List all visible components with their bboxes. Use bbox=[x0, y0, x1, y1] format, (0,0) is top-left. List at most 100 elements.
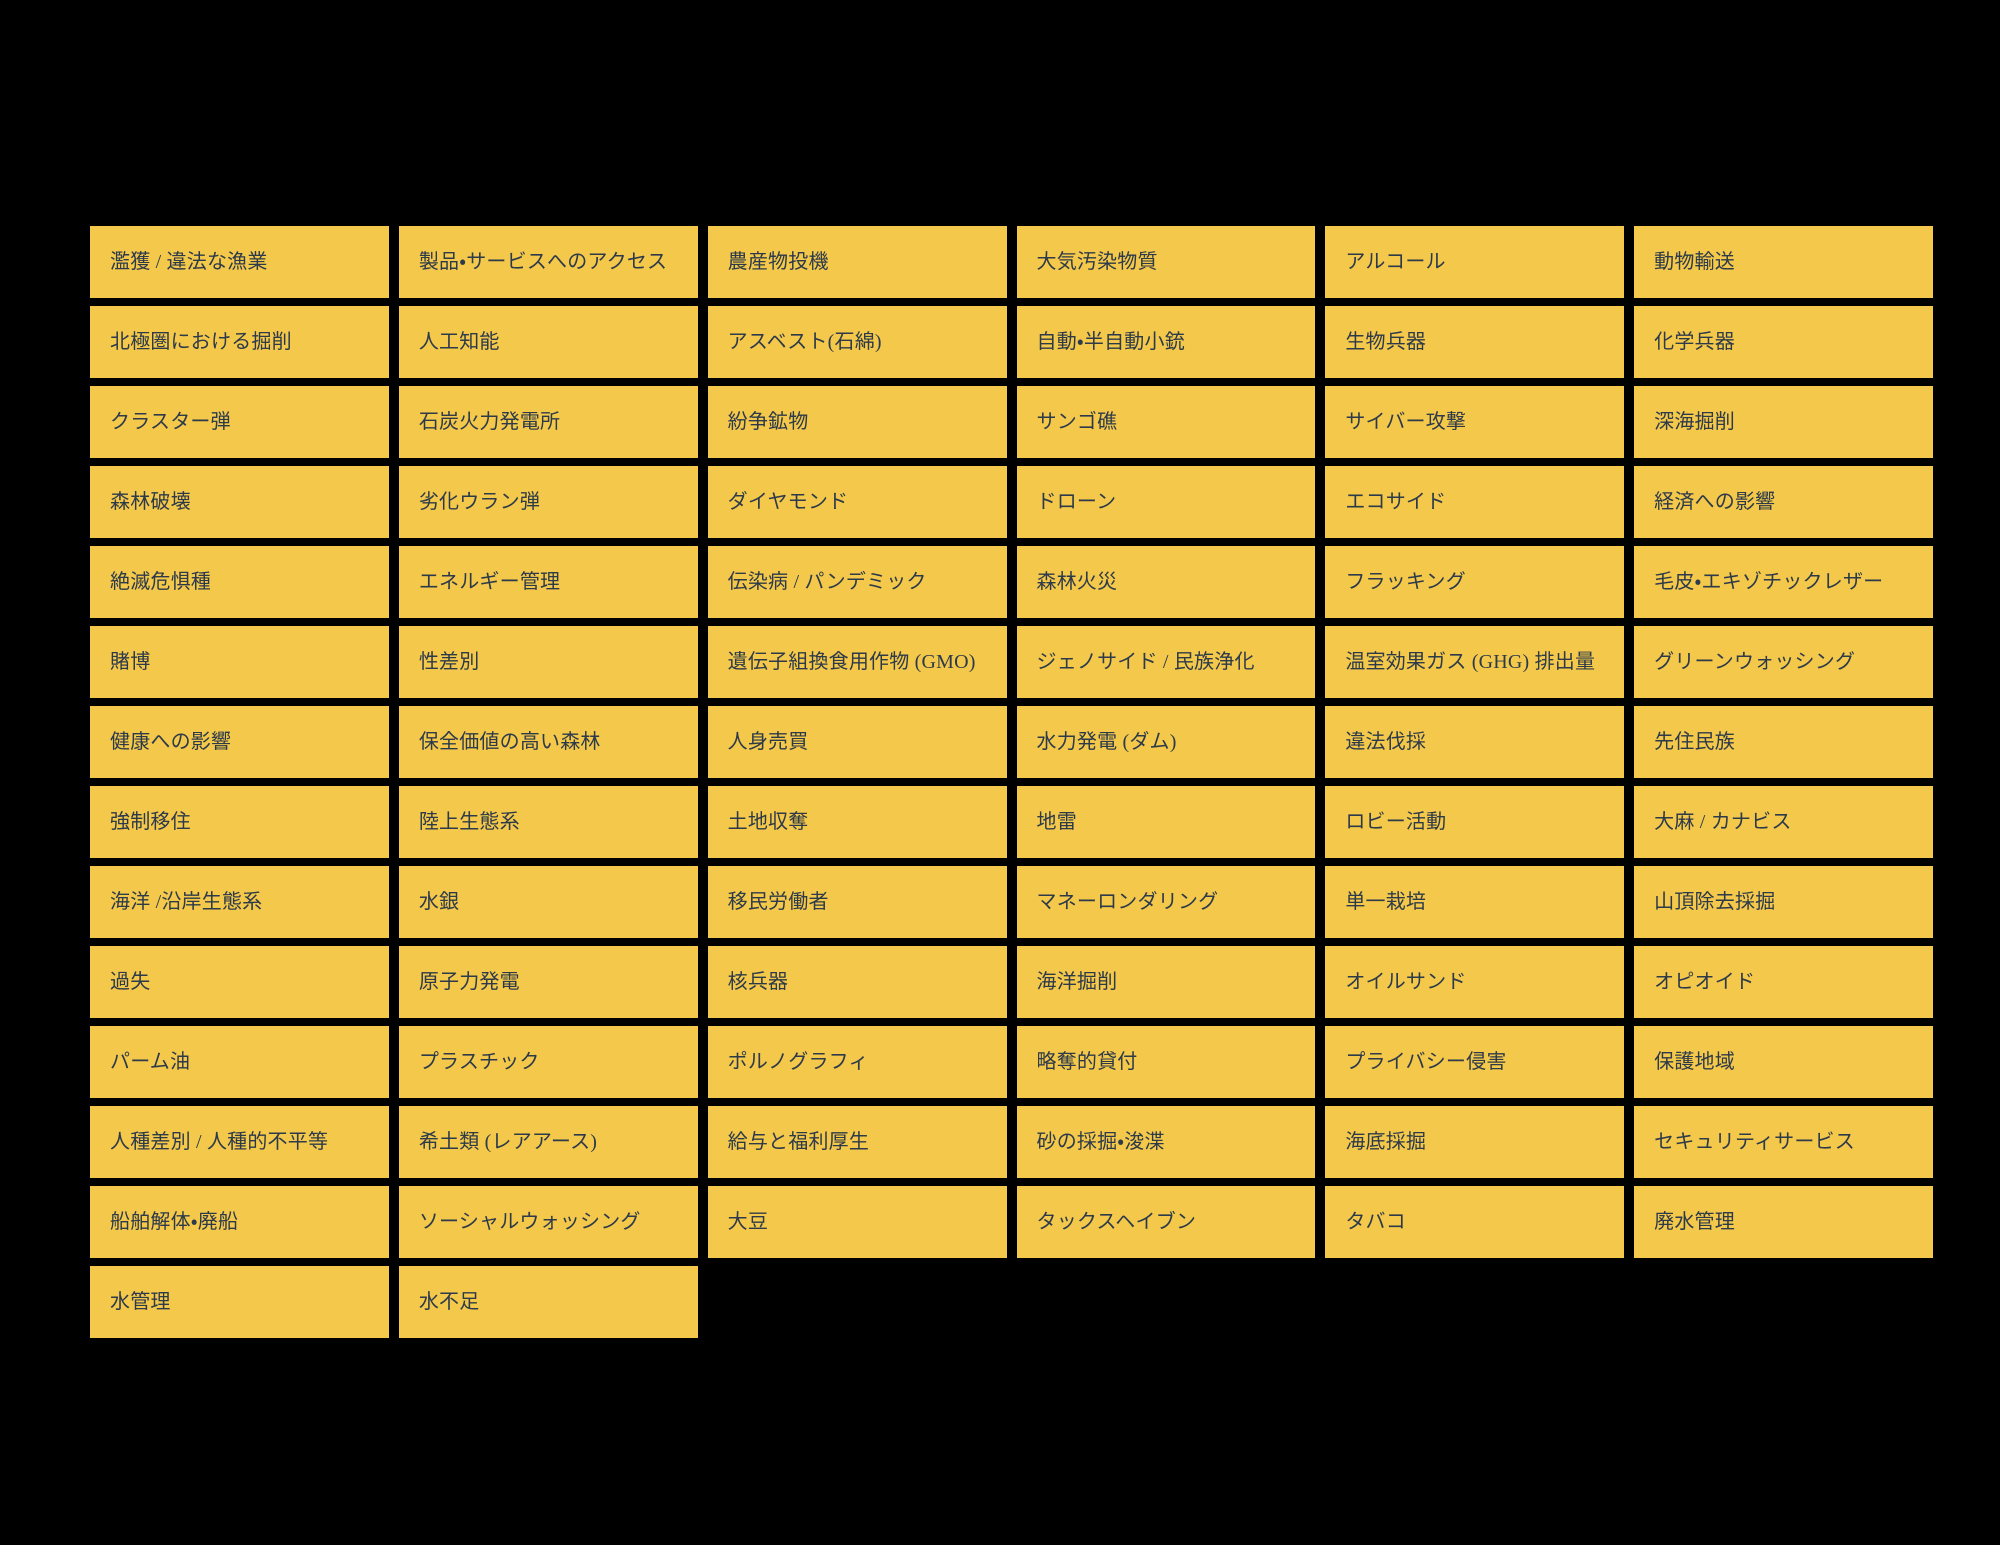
topic-label: 過失 bbox=[110, 970, 151, 993]
topic-tile[interactable]: 森林破壊 bbox=[90, 466, 389, 538]
topic-tile[interactable]: 経済への影響 bbox=[1634, 466, 1933, 538]
topic-tile[interactable]: プライバシー侵害 bbox=[1325, 1026, 1625, 1098]
topic-tile[interactable]: 過失 bbox=[90, 946, 389, 1018]
topic-tile[interactable]: 伝染病 / パンデミック bbox=[707, 546, 1007, 618]
topic-tile[interactable]: 濫獲 / 違法な漁業 bbox=[90, 226, 389, 298]
topic-tile[interactable]: エコサイド bbox=[1325, 466, 1625, 538]
topic-tile[interactable]: 石炭火力発電所 bbox=[398, 386, 698, 458]
topic-tile[interactable]: アスベスト(石綿) bbox=[707, 306, 1007, 378]
topic-label: ドローン bbox=[1036, 490, 1117, 513]
topic-tile[interactable]: 土地収奪 bbox=[707, 786, 1007, 858]
topic-label: 動物輸送 bbox=[1654, 250, 1735, 273]
topic-label: 水銀 bbox=[418, 890, 460, 913]
topic-tile[interactable]: 賭博 bbox=[90, 626, 389, 698]
topic-tile[interactable]: 森林火災 bbox=[1016, 546, 1316, 618]
topic-tile[interactable]: オピオイド bbox=[1634, 946, 1933, 1018]
topic-tile[interactable]: ドローン bbox=[1016, 466, 1316, 538]
topic-tile[interactable]: 原子力発電 bbox=[398, 946, 698, 1018]
topic-tile[interactable]: 山頂除去採掘 bbox=[1634, 866, 1933, 938]
topic-tile[interactable]: 農産物投機 bbox=[707, 226, 1007, 298]
topic-label: オピオイド bbox=[1654, 970, 1756, 993]
topic-tile[interactable]: 温室効果ガス (GHG) 排出量 bbox=[1325, 626, 1625, 698]
topic-tile[interactable]: タックスヘイブン bbox=[1016, 1186, 1316, 1258]
topic-tile[interactable]: ジェノサイド / 民族浄化 bbox=[1016, 626, 1316, 698]
topic-tile[interactable]: 保全価値の高い森林 bbox=[398, 706, 698, 778]
topic-label: 海洋 /沿岸生態系 bbox=[110, 890, 263, 913]
topic-label: 水不足 bbox=[418, 1290, 480, 1313]
topic-tile[interactable]: 違法伐採 bbox=[1325, 706, 1625, 778]
topic-tile[interactable]: タバコ bbox=[1325, 1186, 1625, 1258]
topic-tile[interactable]: 移民労働者 bbox=[707, 866, 1007, 938]
topic-label: 廃水管理 bbox=[1654, 1210, 1735, 1233]
topic-label: 石炭火力発電所 bbox=[418, 410, 561, 433]
topic-tile[interactable]: 大気汚染物質 bbox=[1016, 226, 1316, 298]
topic-label: 絶滅危惧種 bbox=[110, 570, 211, 593]
topic-tile[interactable]: ソーシャルウォッシング bbox=[398, 1186, 698, 1258]
topic-tile[interactable]: 陸上生態系 bbox=[398, 786, 698, 858]
topic-tile[interactable]: マネーロンダリング bbox=[1016, 866, 1316, 938]
topic-tile[interactable]: 水銀 bbox=[398, 866, 698, 938]
topic-label: 保全価値の高い森林 bbox=[418, 730, 601, 753]
topic-tile[interactable]: クラスター弾 bbox=[90, 386, 389, 458]
topic-tile[interactable]: 性差別 bbox=[398, 626, 698, 698]
topic-tile[interactable]: 強制移住 bbox=[90, 786, 389, 858]
topic-label: エコサイド bbox=[1345, 490, 1447, 513]
topic-tile[interactable]: 先住民族 bbox=[1634, 706, 1933, 778]
topic-tile[interactable]: 大麻 / カナビス bbox=[1634, 786, 1933, 858]
topic-tile[interactable]: パーム油 bbox=[90, 1026, 389, 1098]
topic-tile[interactable]: 劣化ウラン弾 bbox=[398, 466, 698, 538]
topic-label: 海底採掘 bbox=[1345, 1130, 1427, 1153]
topic-tile[interactable]: フラッキング bbox=[1325, 546, 1625, 618]
topic-label: サンゴ礁 bbox=[1036, 410, 1118, 433]
topic-tile[interactable]: 核兵器 bbox=[707, 946, 1007, 1018]
topic-label: 毛皮・エキゾチックレザー bbox=[1654, 570, 1884, 593]
topic-tile[interactable]: 単一栽培 bbox=[1325, 866, 1625, 938]
topic-tile[interactable]: ポルノグラフィ bbox=[707, 1026, 1007, 1098]
topic-tile[interactable]: 自動・半自動小銃 bbox=[1016, 306, 1316, 378]
topic-tile[interactable]: 健康への影響 bbox=[90, 706, 389, 778]
topic-tile[interactable]: 毛皮・エキゾチックレザー bbox=[1634, 546, 1933, 618]
topic-tile[interactable]: 水力発電 (ダム) bbox=[1016, 706, 1316, 778]
topic-tile[interactable]: 水不足 bbox=[398, 1266, 698, 1338]
topic-tile[interactable]: 製品・サービスへのアクセス bbox=[398, 226, 698, 298]
topic-tile[interactable]: サイバー攻撃 bbox=[1325, 386, 1625, 458]
topic-tile[interactable]: 希土類 (レアアース) bbox=[398, 1106, 698, 1178]
topic-tile[interactable]: ロビー活動 bbox=[1325, 786, 1625, 858]
topic-tile[interactable]: エネルギー管理 bbox=[398, 546, 698, 618]
topic-label: フラッキング bbox=[1345, 570, 1466, 593]
topic-tile[interactable]: 大豆 bbox=[707, 1186, 1007, 1258]
topic-tile[interactable]: グリーンウォッシング bbox=[1634, 626, 1933, 698]
topic-tile[interactable]: 地雷 bbox=[1016, 786, 1316, 858]
topic-tile[interactable]: 船舶解体・廃船 bbox=[90, 1186, 389, 1258]
topic-tile[interactable]: アルコール bbox=[1325, 226, 1625, 298]
topic-tile[interactable]: 遺伝子組換食用作物 (GMO) bbox=[707, 626, 1007, 698]
topic-tile[interactable]: 生物兵器 bbox=[1325, 306, 1625, 378]
topic-tile[interactable]: 人身売買 bbox=[707, 706, 1007, 778]
topic-tile[interactable]: 海底採掘 bbox=[1325, 1106, 1625, 1178]
topic-tile[interactable]: 北極圏における掘削 bbox=[90, 306, 389, 378]
topic-tile[interactable]: 紛争鉱物 bbox=[707, 386, 1007, 458]
topic-tile[interactable]: 略奪的貸付 bbox=[1016, 1026, 1316, 1098]
topic-tile[interactable]: 海洋 /沿岸生態系 bbox=[90, 866, 389, 938]
topic-label: 海洋掘削 bbox=[1036, 970, 1118, 993]
topic-tile[interactable]: オイルサンド bbox=[1325, 946, 1625, 1018]
topic-tile[interactable]: 水管理 bbox=[90, 1266, 389, 1338]
topic-tile[interactable]: ダイヤモンド bbox=[707, 466, 1007, 538]
topic-tile[interactable]: 廃水管理 bbox=[1634, 1186, 1933, 1258]
topic-tile[interactable]: 動物輸送 bbox=[1634, 226, 1933, 298]
topic-tile[interactable]: 絶滅危惧種 bbox=[90, 546, 389, 618]
topic-tile[interactable]: 深海掘削 bbox=[1634, 386, 1933, 458]
topic-label: 遺伝子組換食用作物 (GMO) bbox=[727, 650, 976, 673]
topic-tile[interactable]: サンゴ礁 bbox=[1016, 386, 1316, 458]
topic-tile[interactable]: プラスチック bbox=[398, 1026, 698, 1098]
topic-label: プライバシー侵害 bbox=[1345, 1050, 1507, 1073]
topic-tile[interactable]: 海洋掘削 bbox=[1016, 946, 1316, 1018]
topic-tile[interactable]: 人種差別 / 人種的不平等 bbox=[90, 1106, 389, 1178]
topic-tile[interactable]: セキュリティサービス bbox=[1634, 1106, 1933, 1178]
topic-tile[interactable]: 保護地域 bbox=[1634, 1026, 1933, 1098]
topic-tile[interactable]: 化学兵器 bbox=[1634, 306, 1933, 378]
topic-tile[interactable]: 砂の採掘・浚渫 bbox=[1016, 1106, 1316, 1178]
topic-tile[interactable]: 人工知能 bbox=[398, 306, 698, 378]
topic-tile[interactable]: 給与と福利厚生 bbox=[707, 1106, 1007, 1178]
